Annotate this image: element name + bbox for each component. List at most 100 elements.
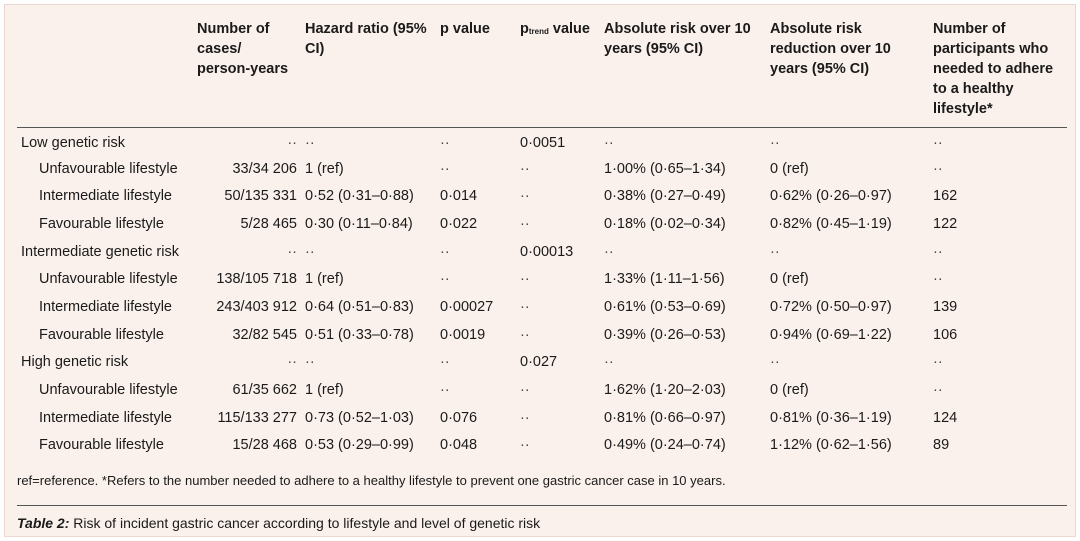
cell-risk-reduction: 0·81% (0·36–1·19) [770,409,892,426]
cell-label: Intermediate lifestyle [39,409,172,426]
cell-cases: 50/135 331 [224,188,297,205]
cell-cases: ·· [287,243,297,260]
caption-label: Table 2: [17,515,70,531]
cell-p-value: 0·00027 [440,298,494,315]
cell-label: Intermediate lifestyle [39,188,172,205]
cell-hazard-ratio: 1 (ref) [305,160,344,177]
cell-nna: 122 [933,215,958,232]
cell-cases: 61/35 662 [232,382,297,399]
footnote: ref=reference. *Refers to the number nee… [17,473,726,488]
cell-hazard-ratio: 0·73 (0·52–1·03) [305,409,414,426]
cell-label: Low genetic risk [21,135,125,152]
cell-label: Favourable lifestyle [39,437,164,454]
cell-p-value: 0·076 [440,409,478,426]
cell-p-value: 0·022 [440,215,478,232]
header-risk-reduction: Absolute risk reduction over 10 years (9… [766,15,929,128]
ptrend-p: p [520,21,529,37]
cell-p-value: ·· [440,354,450,371]
cell-nna: 139 [933,298,958,315]
cell-nna: 106 [933,326,958,343]
cell-ptrend: ·· [520,215,530,232]
cell-cases: 138/105 718 [216,271,297,288]
cell-cases: 15/28 468 [232,437,297,454]
cell-nna: ·· [933,382,943,399]
header-absolute-risk: Absolute risk over 10 years (95% CI) [600,15,766,128]
cell-ptrend: ·· [520,188,530,205]
table-row: Intermediate lifestyle 115/133 277 0·73 (0… [17,404,1067,432]
table-header: Number of cases/ person-years Hazard rat… [17,15,1067,128]
table-row: Favourable lifestyle 5/28 465 0·30 (0·11–0… [17,210,1067,238]
cell-ptrend: ·· [520,409,530,426]
cell-cases: 243/403 912 [216,298,297,315]
table-caption: Table 2: Risk of incident gastric cancer… [17,513,540,533]
cell-ptrend: 0·00013 [520,243,574,260]
table-panel: Number of cases/ person-years Hazard rat… [4,4,1076,537]
cell-nna: ·· [933,354,943,371]
cell-ptrend: ·· [520,382,530,399]
table-row: Intermediate lifestyle 243/403 912 0·64 (0… [17,293,1067,321]
cell-absolute-risk: 0·81% (0·66–0·97) [604,409,726,426]
cell-risk-reduction: 0·72% (0·50–0·97) [770,298,892,315]
cell-ptrend: ·· [520,271,530,288]
caption-text: Risk of incident gastric cancer accordin… [69,515,541,531]
cell-risk-reduction: 1·12% (0·62–1·56) [770,437,892,454]
cell-ptrend: ·· [520,298,530,315]
cell-absolute-risk: 1·62% (1·20–2·03) [604,382,726,399]
cell-ptrend: 0·0051 [520,135,566,152]
risk-table: Number of cases/ person-years Hazard rat… [17,15,1067,459]
cell-hazard-ratio: ·· [305,243,315,260]
table-body: Low genetic risk ·· ·· ·· 0·0051 ·· ·· ·· Unfavo… [17,127,1067,459]
cell-label: Favourable lifestyle [39,326,164,343]
cell-absolute-risk: 0·49% (0·24–0·74) [604,437,726,454]
ptrend-subscript: trend [528,27,549,36]
cell-label: Unfavourable lifestyle [39,271,178,288]
cell-risk-reduction: 0·94% (0·69–1·22) [770,326,892,343]
group-row: Low genetic risk ·· ·· ·· 0·0051 ·· ·· ·· [17,127,1067,155]
cell-hazard-ratio: 0·30 (0·11–0·84) [305,215,413,232]
cell-nna: ·· [933,135,943,152]
table-row: Unfavourable lifestyle 138/105 718 1 (ref)… [17,265,1067,293]
cell-risk-reduction: 0·62% (0·26–0·97) [770,188,892,205]
cell-hazard-ratio: 1 (ref) [305,382,344,399]
cell-risk-reduction: 0 (ref) [770,271,809,288]
cell-cases: ·· [287,354,297,371]
cell-nna: 124 [933,409,958,426]
cell-risk-reduction: ·· [770,135,780,152]
cell-label: High genetic risk [21,354,129,371]
table-row: Favourable lifestyle 32/82 545 0·51 (0·33–… [17,321,1067,349]
cell-ptrend: ·· [520,437,530,454]
cell-absolute-risk: 0·61% (0·53–0·69) [604,298,726,315]
cell-cases: 32/82 545 [232,326,297,343]
cell-nna: ·· [933,160,943,177]
cell-nna: 162 [933,188,958,205]
cell-hazard-ratio: 1 (ref) [305,271,344,288]
group-row: High genetic risk ·· ·· ·· 0·027 ·· ·· ·· [17,349,1067,377]
cell-p-value: ·· [440,382,450,399]
cell-hazard-ratio: 0·52 (0·31–0·88) [305,188,414,205]
cell-cases: 115/133 277 [217,409,297,426]
cell-label: Intermediate genetic risk [21,243,179,260]
cell-absolute-risk: 1·33% (1·11–1·56) [604,271,725,288]
cell-risk-reduction: 0 (ref) [770,160,809,177]
cell-label: Favourable lifestyle [39,215,164,232]
header-hazard-ratio: Hazard ratio (95% CI) [301,15,436,128]
cell-ptrend: ·· [520,326,530,343]
cell-cases: 33/34 206 [232,160,297,177]
cell-cases: 5/28 465 [240,215,297,232]
table-row: Unfavourable lifestyle 33/34 206 1 (ref) ··… [17,155,1067,183]
cell-label: Intermediate lifestyle [39,298,172,315]
cell-ptrend: ·· [520,160,530,177]
header-nna: Number of participants who needed to adh… [929,15,1067,128]
cell-p-value: 0·0019 [440,326,486,343]
cell-hazard-ratio: 0·53 (0·29–0·99) [305,437,414,454]
cell-risk-reduction: ·· [770,354,780,371]
header-ptrend: ptrend value [516,15,600,128]
table-row: Intermediate lifestyle 50/135 331 0·52 (0·… [17,182,1067,210]
cell-p-value: 0·014 [440,188,478,205]
cell-hazard-ratio: ·· [305,354,315,371]
cell-label: Unfavourable lifestyle [39,160,178,177]
header-p-value: p value [436,15,516,128]
cell-absolute-risk: 0·38% (0·27–0·49) [604,188,726,205]
cell-hazard-ratio: ·· [305,135,315,152]
cell-nna: ·· [933,271,943,288]
